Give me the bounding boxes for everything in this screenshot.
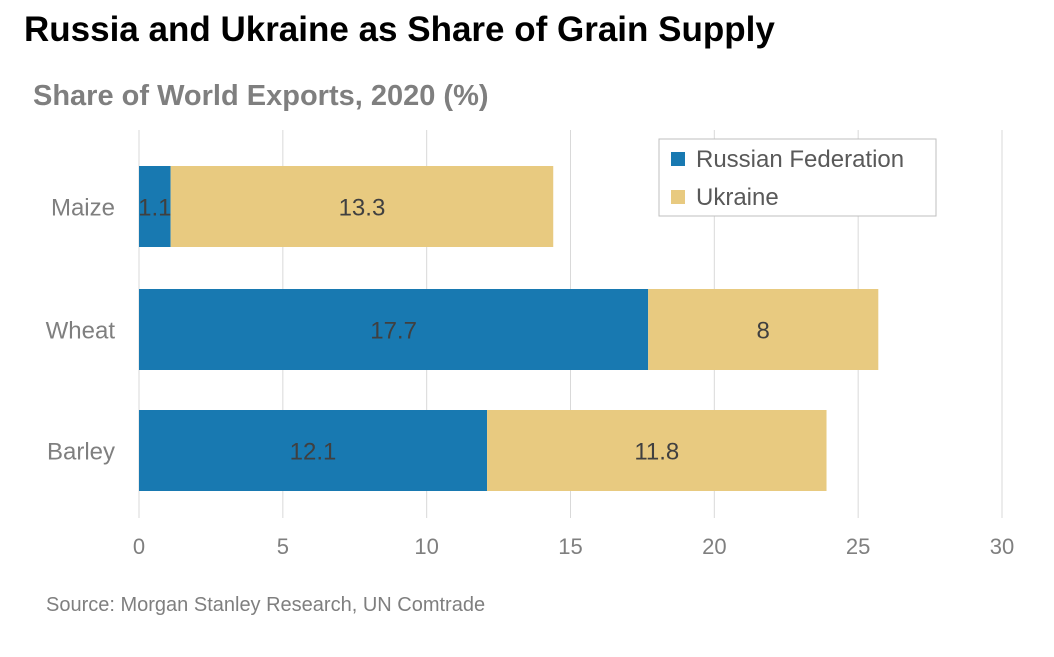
data-labels: 1.1 13.3 17.7 8 12.1 11.8 xyxy=(138,195,770,466)
bar-barley-ukraine xyxy=(487,410,827,491)
legend-box xyxy=(658,138,937,217)
x-axis-tick-labels: 0 5 10 15 20 25 30 xyxy=(133,534,1014,559)
bar-maize-russia xyxy=(139,166,171,247)
data-label-maize-ukraine: 13.3 xyxy=(339,195,386,222)
bars xyxy=(139,166,879,491)
bar-wheat-ukraine xyxy=(648,289,879,370)
bar-barley-russia xyxy=(139,410,488,491)
legend-label-russia: Russian Federation xyxy=(696,146,904,173)
chart-title: Russia and Ukraine as Share of Grain Sup… xyxy=(24,10,775,49)
data-label-barley-ukraine: 11.8 xyxy=(634,439,679,466)
x-tick-label-5: 5 xyxy=(277,534,289,559)
x-tick-label-15: 15 xyxy=(558,534,582,559)
x-tick-label-25: 25 xyxy=(846,534,870,559)
category-label-wheat: Wheat xyxy=(46,318,116,345)
bar-maize-ukraine xyxy=(170,166,554,247)
bar-wheat-russia xyxy=(139,289,649,370)
source-note: Source: Morgan Stanley Research, UN Comt… xyxy=(46,594,486,616)
data-label-barley-russia: 12.1 xyxy=(290,439,337,466)
x-tick-label-20: 20 xyxy=(702,534,726,559)
legend-swatch-ukraine xyxy=(671,190,685,204)
data-label-wheat-ukraine: 8 xyxy=(757,318,770,345)
legend: Russian Federation Ukraine xyxy=(658,138,937,217)
category-label-barley: Barley xyxy=(47,439,115,466)
category-label-maize: Maize xyxy=(51,195,115,222)
data-label-wheat-russia: 17.7 xyxy=(370,318,417,345)
legend-swatch-russia xyxy=(671,152,685,166)
legend-label-ukraine: Ukraine xyxy=(696,184,779,211)
category-labels: Maize Wheat Barley xyxy=(46,195,116,466)
chart-subtitle: Share of World Exports, 2020 (%) xyxy=(33,80,489,112)
data-label-maize-russia: 1.1 xyxy=(138,195,171,222)
x-tick-label-30: 30 xyxy=(990,534,1014,559)
x-tick-label-10: 10 xyxy=(414,534,438,559)
x-tick-label-0: 0 xyxy=(133,534,145,559)
